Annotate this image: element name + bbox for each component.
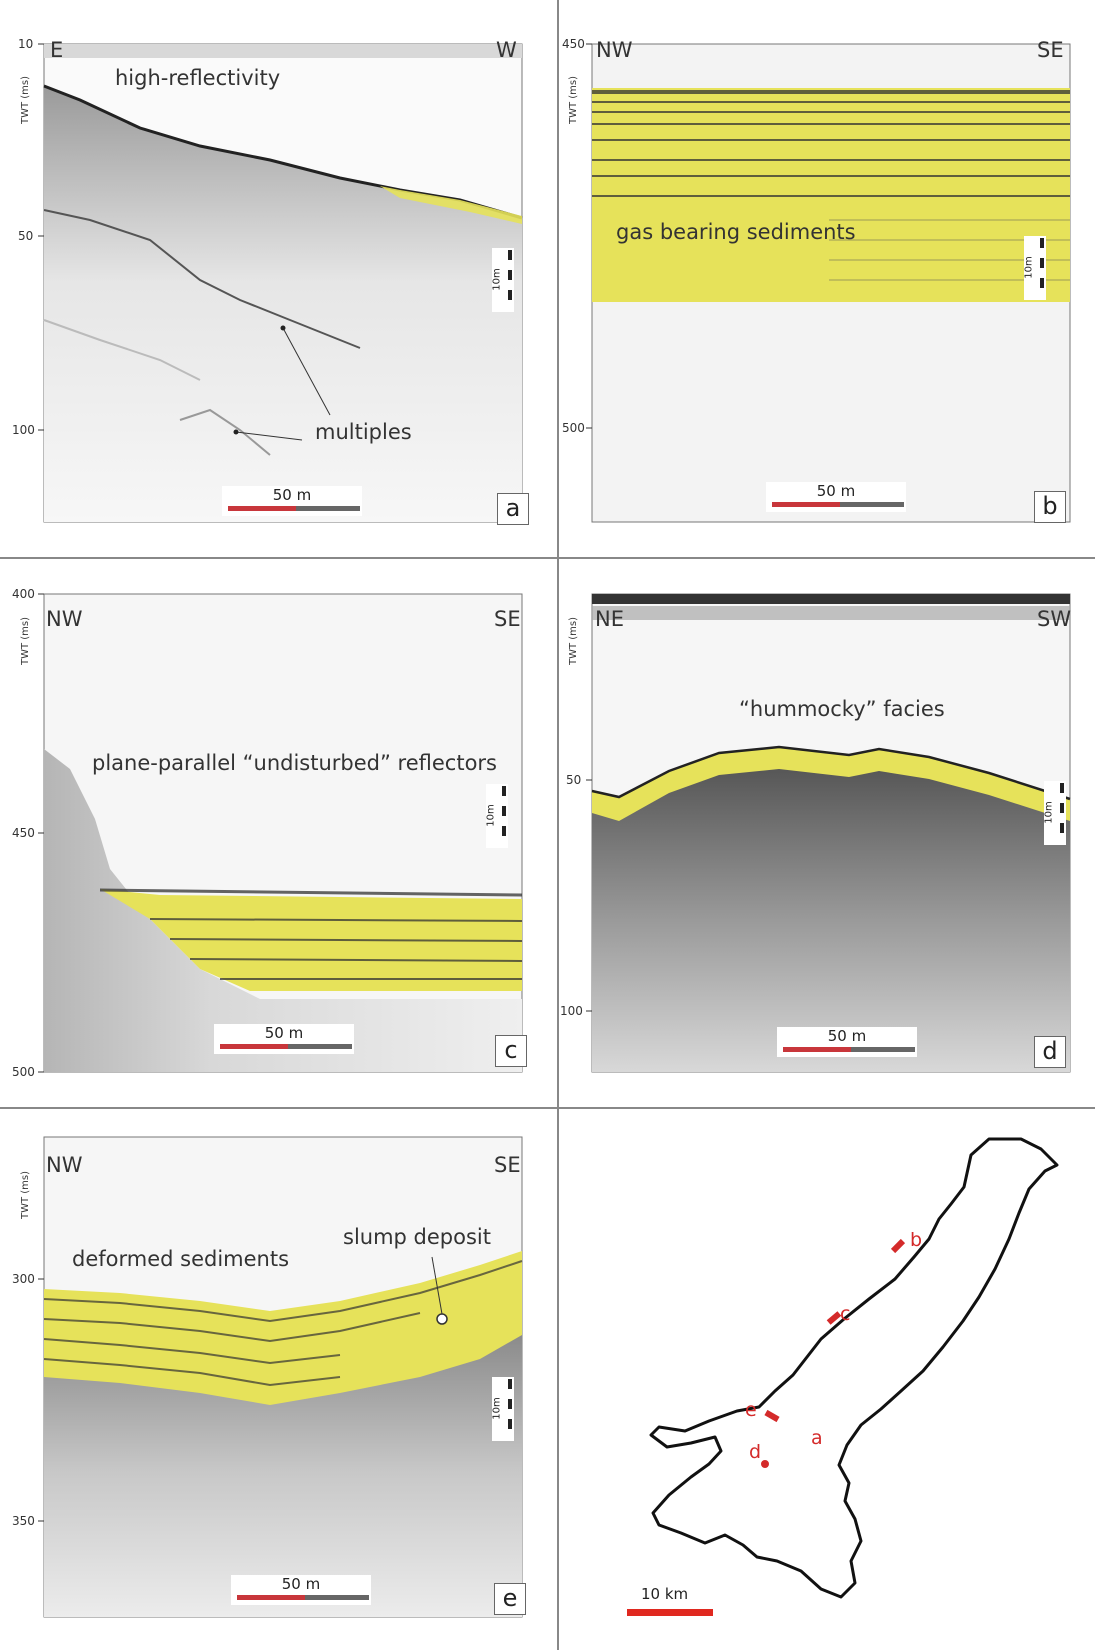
axis-title-b: TWT (ms) xyxy=(568,75,579,124)
site-label-e: e xyxy=(745,1399,757,1421)
label-slump-deposit: slump deposit xyxy=(343,1225,491,1249)
lake-map xyxy=(627,1137,1059,1616)
panel-e: TWT (ms) 300 350 NW SE deformed sediment… xyxy=(0,1109,557,1650)
direction-right-a: W xyxy=(496,38,517,62)
multiple-2 xyxy=(43,319,201,381)
vertical-scale-b: 10m xyxy=(1024,236,1046,300)
panel-a: TWT (ms) 10 50 100 E W high-reflectivity… xyxy=(0,0,557,557)
slump-pointer xyxy=(431,1256,443,1315)
site-marker-e xyxy=(764,1409,780,1423)
tick-c-2: 450 xyxy=(12,826,35,840)
direction-right-d: SW xyxy=(1037,607,1072,631)
panel-b-profile xyxy=(586,43,1071,523)
direction-left-a: E xyxy=(50,38,64,62)
panel-letter-a: a xyxy=(497,493,529,525)
axis-title-e: TWT (ms) xyxy=(20,1170,31,1219)
tick-d-2: 100 xyxy=(560,1004,583,1018)
horizontal-scale-e: 50 m xyxy=(231,1575,371,1605)
tick-c-1: 400 xyxy=(12,587,35,601)
location-map-panel: b c e a d 10 km xyxy=(559,1109,1095,1650)
label-deformed-sediments: deformed sediments xyxy=(72,1247,290,1271)
multiple-1 xyxy=(43,209,361,349)
vertical-scale-c: 10m xyxy=(486,784,508,848)
highlight-zone-d xyxy=(592,747,1070,821)
column-divider xyxy=(557,0,559,1650)
site-label-a: a xyxy=(811,1427,823,1449)
label-hummocky-facies: “hummocky” facies xyxy=(739,697,945,721)
row-divider-2 xyxy=(0,1107,1095,1109)
site-marker-b xyxy=(890,1238,906,1254)
vertical-scale-d: 10m xyxy=(1044,781,1066,845)
horizontal-scale-d: 50 m xyxy=(777,1027,917,1057)
multiples-pointer-1 xyxy=(282,327,331,416)
tick-d-1: 50 xyxy=(566,773,582,787)
panel-letter-d: d xyxy=(1034,1036,1066,1068)
panel-d-profile xyxy=(586,593,1071,1073)
axis-title-d: TWT (ms) xyxy=(568,616,579,665)
direction-left-d: NE xyxy=(595,607,624,631)
horizontal-scale-b: 50 m xyxy=(766,482,906,512)
panel-letter-c: c xyxy=(495,1035,527,1067)
direction-right-c: SE xyxy=(494,607,521,631)
site-label-d: d xyxy=(749,1441,762,1463)
vertical-scale-e: 10m xyxy=(492,1377,514,1441)
panel-letter-b: b xyxy=(1034,491,1066,523)
direction-left-b: NW xyxy=(596,38,633,62)
map-scale-label: 10 km xyxy=(641,1585,689,1603)
tick-c-3: 500 xyxy=(12,1065,35,1079)
panel-a-profile xyxy=(38,43,523,523)
panel-b: TWT (ms) 450 500 NW SE gas bearing sedim… xyxy=(559,0,1095,557)
horizontal-scale-a: 50 m xyxy=(222,486,362,516)
row-divider-1 xyxy=(0,557,1095,559)
tick-e-1: 300 xyxy=(12,1272,35,1286)
direction-left-e: NW xyxy=(46,1153,83,1177)
site-marker-c xyxy=(826,1311,842,1325)
vertical-scale-a: 10m xyxy=(492,248,514,312)
site-label-b: b xyxy=(910,1229,923,1251)
lake-outline xyxy=(649,1137,1059,1599)
label-gas-bearing-sediments: gas bearing sediments xyxy=(616,220,856,244)
panel-e-profile xyxy=(38,1136,523,1618)
label-plane-parallel-reflectors: plane-parallel “undisturbed” reflectors xyxy=(92,751,497,775)
direction-right-e: SE xyxy=(494,1153,521,1177)
tick-a-3: 100 xyxy=(12,423,35,437)
direction-right-b: SE xyxy=(1037,38,1064,62)
tick-a-2: 50 xyxy=(18,229,34,243)
axis-title-a: TWT (ms) xyxy=(20,75,31,124)
panel-d: TWT (ms) 50 100 NE SW “hummocky” facies … xyxy=(559,559,1095,1107)
site-label-c: c xyxy=(840,1303,851,1325)
panel-c: TWT (ms) 400 450 500 NW SE plane-paralle… xyxy=(0,559,557,1107)
label-high-reflectivity: high-reflectivity xyxy=(115,66,281,90)
multiples-pointer-2 xyxy=(235,431,303,441)
map-scale-bar xyxy=(627,1609,713,1616)
site-marker-d xyxy=(761,1460,769,1468)
horizontal-scale-c: 50 m xyxy=(214,1024,354,1054)
panel-letter-e: e xyxy=(494,1583,526,1615)
label-multiples: multiples xyxy=(315,420,412,444)
tick-e-2: 350 xyxy=(12,1514,35,1528)
tick-a-1: 10 xyxy=(18,37,34,51)
multiple-3 xyxy=(179,408,271,456)
panel-c-profile xyxy=(38,593,523,1073)
highlight-zone-e xyxy=(44,1251,522,1405)
direction-left-c: NW xyxy=(46,607,83,631)
tick-b-1: 450 xyxy=(562,37,585,51)
axis-title-c: TWT (ms) xyxy=(20,616,31,665)
highlight-zone-a xyxy=(380,186,522,224)
slump-marker xyxy=(436,1313,448,1325)
tick-b-2: 500 xyxy=(562,421,585,435)
